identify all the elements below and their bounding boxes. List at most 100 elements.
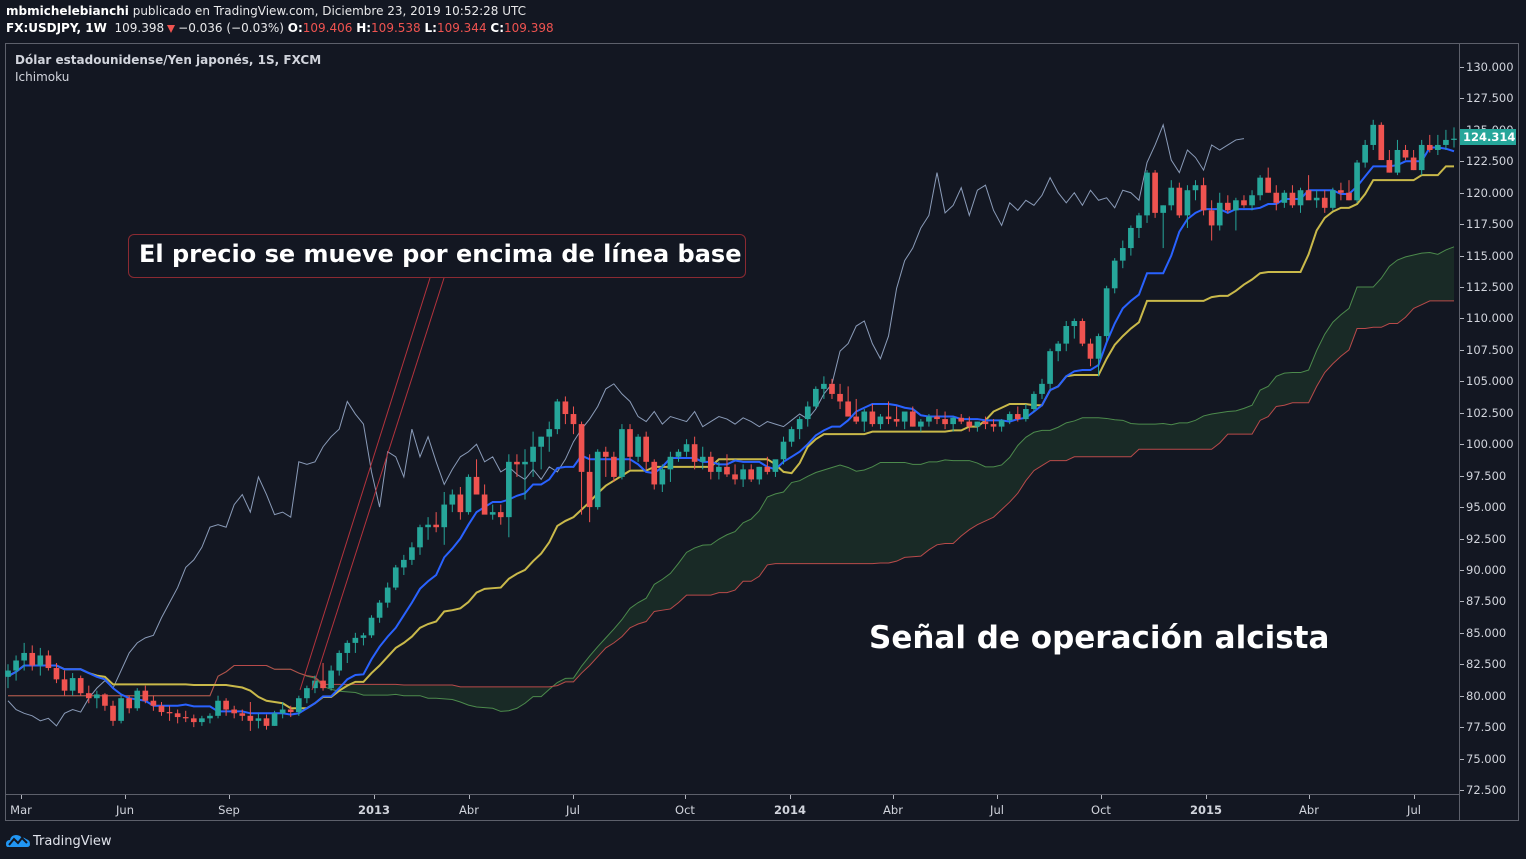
candle-down bbox=[457, 494, 464, 513]
time-tick bbox=[685, 795, 686, 799]
candle-up bbox=[554, 401, 561, 430]
price-label: 130.000 bbox=[1466, 60, 1514, 74]
candle-down bbox=[1402, 149, 1409, 158]
callout-pointer-line bbox=[299, 277, 431, 691]
candle-up bbox=[376, 602, 383, 618]
candle-up bbox=[756, 466, 763, 480]
candle-down bbox=[190, 718, 197, 723]
candle-up bbox=[1023, 409, 1029, 420]
price-tick bbox=[1460, 632, 1464, 634]
candle-down bbox=[853, 416, 860, 422]
last-price: 109.398 bbox=[114, 21, 165, 35]
candle-down bbox=[1265, 177, 1272, 193]
candle-down bbox=[627, 429, 633, 457]
candle-up bbox=[1233, 200, 1239, 211]
candle-up bbox=[1136, 215, 1142, 228]
open-value: 109.406 bbox=[302, 21, 353, 35]
time-tick bbox=[573, 795, 574, 799]
candle-up bbox=[94, 694, 100, 699]
candle-up bbox=[21, 652, 27, 661]
time-tick bbox=[1309, 795, 1310, 799]
footer-brand-text: TradingView bbox=[33, 833, 112, 849]
footer-brand[interactable]: TradingView bbox=[6, 832, 112, 850]
candle-down bbox=[934, 416, 940, 420]
price-label: 105.000 bbox=[1466, 374, 1514, 389]
time-tick bbox=[469, 795, 470, 799]
candle-up bbox=[279, 709, 286, 714]
price-tick bbox=[1460, 790, 1464, 791]
time-tick bbox=[374, 795, 375, 799]
candle-up bbox=[441, 504, 448, 528]
price-tick bbox=[1460, 507, 1464, 509]
candle-down bbox=[1378, 124, 1385, 161]
price-tick bbox=[1460, 161, 1464, 163]
candle-up bbox=[360, 635, 367, 638]
time-label: Abr bbox=[1299, 803, 1319, 817]
candle-down bbox=[748, 469, 755, 480]
candle-down bbox=[85, 693, 92, 699]
candle-up bbox=[1111, 260, 1118, 289]
candle-down bbox=[1079, 320, 1086, 344]
price-label: 72.500 bbox=[1466, 783, 1507, 797]
candle-down bbox=[869, 411, 876, 425]
time-label: 2014 bbox=[773, 803, 807, 817]
candle-up bbox=[1370, 124, 1377, 145]
price-tick bbox=[1460, 569, 1464, 571]
candle-up bbox=[1168, 187, 1175, 206]
candle-down bbox=[562, 401, 569, 415]
candle-up bbox=[699, 456, 706, 462]
candle-down bbox=[77, 678, 84, 694]
legend-indicator[interactable]: Ichimoku bbox=[15, 70, 70, 84]
candle-up bbox=[1435, 144, 1441, 150]
candle-down bbox=[166, 712, 173, 714]
candle-up bbox=[368, 617, 375, 636]
symbol-name: FX:USDJPY, 1W bbox=[6, 21, 107, 35]
candle-up bbox=[1031, 393, 1037, 410]
legend-title[interactable]: Dólar estadounidense/Yen japonés, 1S, FX… bbox=[15, 53, 322, 67]
low-label: L: bbox=[424, 21, 437, 35]
candle-up bbox=[918, 421, 924, 427]
candle-down bbox=[1289, 192, 1296, 206]
candle-up bbox=[489, 512, 496, 515]
candle-down bbox=[497, 512, 504, 518]
candle-up bbox=[215, 700, 221, 716]
price-label: 112.500 bbox=[1466, 280, 1514, 295]
candle-up bbox=[1039, 383, 1045, 394]
time-label: Mar bbox=[10, 803, 32, 817]
time-tick bbox=[229, 795, 230, 799]
time-axis[interactable]: Mar Jun Sep 2013 Abr Jul Oct 2014 Abr Jul Oct 2015 A… bbox=[5, 794, 1459, 822]
candle-down bbox=[223, 700, 229, 710]
published-text: publicado en TradingView.com, Diciembre … bbox=[132, 4, 527, 18]
candle-down bbox=[1346, 192, 1352, 201]
candle-down bbox=[110, 705, 116, 721]
candle-up bbox=[1394, 149, 1401, 173]
price-label: 87.500 bbox=[1466, 594, 1507, 609]
candle-down bbox=[578, 424, 585, 472]
callout-annotation[interactable]: El precio se mueve por encima de línea b… bbox=[128, 234, 746, 278]
candle-up bbox=[998, 420, 1005, 427]
candle-down bbox=[1426, 144, 1433, 150]
last-price-label: 124.314 bbox=[1460, 129, 1516, 145]
close-label: C: bbox=[490, 21, 505, 35]
time-label: Jul bbox=[1407, 803, 1421, 817]
price-label: 92.500 bbox=[1466, 531, 1507, 546]
candle-up bbox=[1297, 190, 1304, 206]
candle-up bbox=[796, 419, 803, 430]
price-axis[interactable]: 130.000127.500125.000122.500120.000117.5… bbox=[1459, 43, 1520, 821]
candle-up bbox=[199, 718, 205, 723]
candle-up bbox=[772, 459, 779, 472]
time-tick bbox=[21, 795, 22, 799]
candle-up bbox=[530, 446, 536, 462]
candle-down bbox=[1014, 414, 1021, 420]
author-name[interactable]: mbmichelebianchi bbox=[6, 4, 129, 18]
candle-down bbox=[966, 421, 973, 427]
candle-down bbox=[611, 456, 617, 477]
candle-up bbox=[1047, 351, 1053, 384]
candle-down bbox=[942, 419, 948, 425]
candle-up bbox=[1103, 288, 1110, 337]
signal-annotation[interactable]: Señal de operación alcista bbox=[869, 620, 1330, 656]
candle-down bbox=[1338, 190, 1344, 193]
tenkan-sen bbox=[7, 146, 1455, 716]
tradingview-logo-icon bbox=[6, 835, 30, 847]
